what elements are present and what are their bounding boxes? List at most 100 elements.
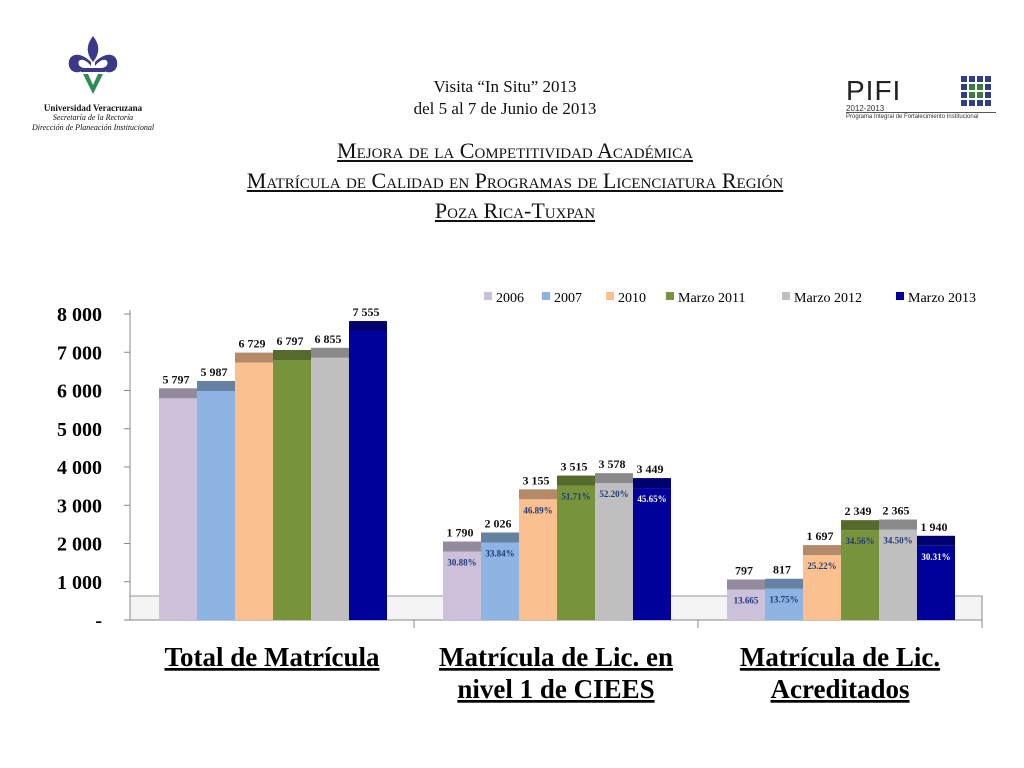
bar-top <box>197 380 235 391</box>
pifi-grid-cell <box>969 84 975 90</box>
percent-label: 30.31% <box>921 552 950 562</box>
x-category-label: nivel 1 de CIEES <box>457 674 654 704</box>
legend-swatch <box>782 292 790 300</box>
legend-swatch <box>666 292 674 300</box>
bar <box>273 360 311 620</box>
legend-swatch <box>484 292 492 300</box>
pifi-grid-cell <box>961 100 967 106</box>
percent-label: 51.71% <box>561 492 590 502</box>
visit-line-1: Visita “In Situ” 2013 <box>433 77 577 96</box>
bar-top <box>235 352 273 363</box>
percent-label: 30.88% <box>447 558 476 568</box>
y-tick-label: 3 000 <box>57 495 102 517</box>
bar <box>557 485 595 620</box>
bar-top <box>481 532 519 543</box>
y-tick-label: 4 000 <box>57 457 102 479</box>
pifi-grid-cell <box>985 100 991 106</box>
data-label: 6 729 <box>239 337 266 351</box>
pifi-grid-cell <box>977 76 983 82</box>
pifi-grid-cell <box>961 92 967 98</box>
pifi-logo-text: PIFI <box>846 75 902 106</box>
bar-top <box>519 489 557 500</box>
x-category-label: Matrícula de Lic. <box>740 642 940 672</box>
percent-label: 13.75% <box>769 595 798 605</box>
fleur-de-lis-icon <box>68 36 118 94</box>
legend-label: Marzo 2011 <box>678 291 746 306</box>
title-line-2: Matrícula de Calidad en Programas de Lic… <box>246 168 784 193</box>
bar <box>879 529 917 620</box>
percent-label: 46.89% <box>523 505 552 515</box>
x-category-label: Acreditados <box>771 674 910 704</box>
pifi-grid-cell <box>977 92 983 98</box>
y-tick-label: 5 000 <box>57 419 102 441</box>
university-logo: Universidad Veracruzana Secretaría de la… <box>18 34 168 133</box>
bar-top <box>159 388 197 399</box>
y-tick-label: 2 000 <box>57 534 102 556</box>
university-direccion: Dirección de Planeación Institucional <box>31 123 155 132</box>
bar <box>235 362 273 620</box>
bar-top <box>311 347 349 358</box>
pifi-program: Programa Integral de Fortalecimiento Ins… <box>846 114 979 120</box>
data-label: 3 155 <box>523 473 550 487</box>
bar-top <box>633 478 671 489</box>
bar-top <box>841 520 879 531</box>
percent-label: 33.84% <box>485 549 514 559</box>
bar <box>311 357 349 620</box>
data-label: 1 790 <box>447 526 474 540</box>
pifi-grid-cell <box>985 76 991 82</box>
pifi-grid-cell <box>985 84 991 90</box>
bar <box>519 499 557 620</box>
pifi-grid-cell <box>961 84 967 90</box>
data-label: 7 555 <box>353 305 380 319</box>
university-name: Universidad Veracruzana <box>43 103 143 113</box>
legend-label: 2006 <box>496 291 524 306</box>
percent-label: 25.22% <box>807 561 836 571</box>
legend-label: Marzo 2012 <box>794 291 862 306</box>
pifi-grid-icon <box>961 76 991 106</box>
bar <box>443 551 481 620</box>
legend-label: 2010 <box>618 291 646 306</box>
bar <box>595 483 633 620</box>
bar-top <box>443 541 481 552</box>
y-tick-label: - <box>95 610 102 632</box>
data-label: 2 026 <box>485 517 512 531</box>
legend-label: 2007 <box>554 291 582 306</box>
pifi-grid-cell <box>985 92 991 98</box>
bar-top <box>879 519 917 530</box>
data-label: 817 <box>773 563 791 577</box>
legend-swatch <box>542 292 550 300</box>
bar <box>481 542 519 620</box>
percent-label: 34.56% <box>845 536 874 546</box>
bar <box>197 390 235 620</box>
pifi-grid-cell <box>969 100 975 106</box>
slide-titles: Mejora de la Competitividad Académica Ma… <box>90 136 940 226</box>
x-category-label: Total de Matrícula <box>165 642 380 672</box>
x-category-label: Matrícula de Lic. en <box>439 642 673 672</box>
bar-top <box>917 535 955 546</box>
bar <box>633 488 671 620</box>
bar <box>349 331 387 620</box>
data-label: 1 940 <box>921 520 948 534</box>
legend-swatch <box>896 292 904 300</box>
data-label: 2 365 <box>883 504 910 518</box>
bar-top <box>273 350 311 361</box>
pifi-grid-cell <box>977 84 983 90</box>
bar-top <box>557 475 595 486</box>
data-label: 3 515 <box>561 460 588 474</box>
bar-top <box>727 579 765 590</box>
y-tick-label: 7 000 <box>57 342 102 364</box>
title-line-1: Mejora de la Competitividad Académica <box>337 138 693 163</box>
pifi-logo: PIFI 2012-2013 Programa Integral de Fort… <box>846 75 978 121</box>
bar <box>727 589 765 620</box>
bar-top <box>349 321 387 332</box>
visit-info: Visita “In Situ” 2013 del 5 al 7 de Juni… <box>330 76 680 120</box>
bar <box>159 398 197 620</box>
legend-swatch <box>606 292 614 300</box>
pifi-grid-cell <box>961 76 967 82</box>
data-label: 1 697 <box>807 529 834 543</box>
pifi-grid-cell <box>977 100 983 106</box>
percent-label: 45.65% <box>637 494 666 504</box>
bar-top <box>595 473 633 484</box>
pifi-grid-cell <box>969 76 975 82</box>
